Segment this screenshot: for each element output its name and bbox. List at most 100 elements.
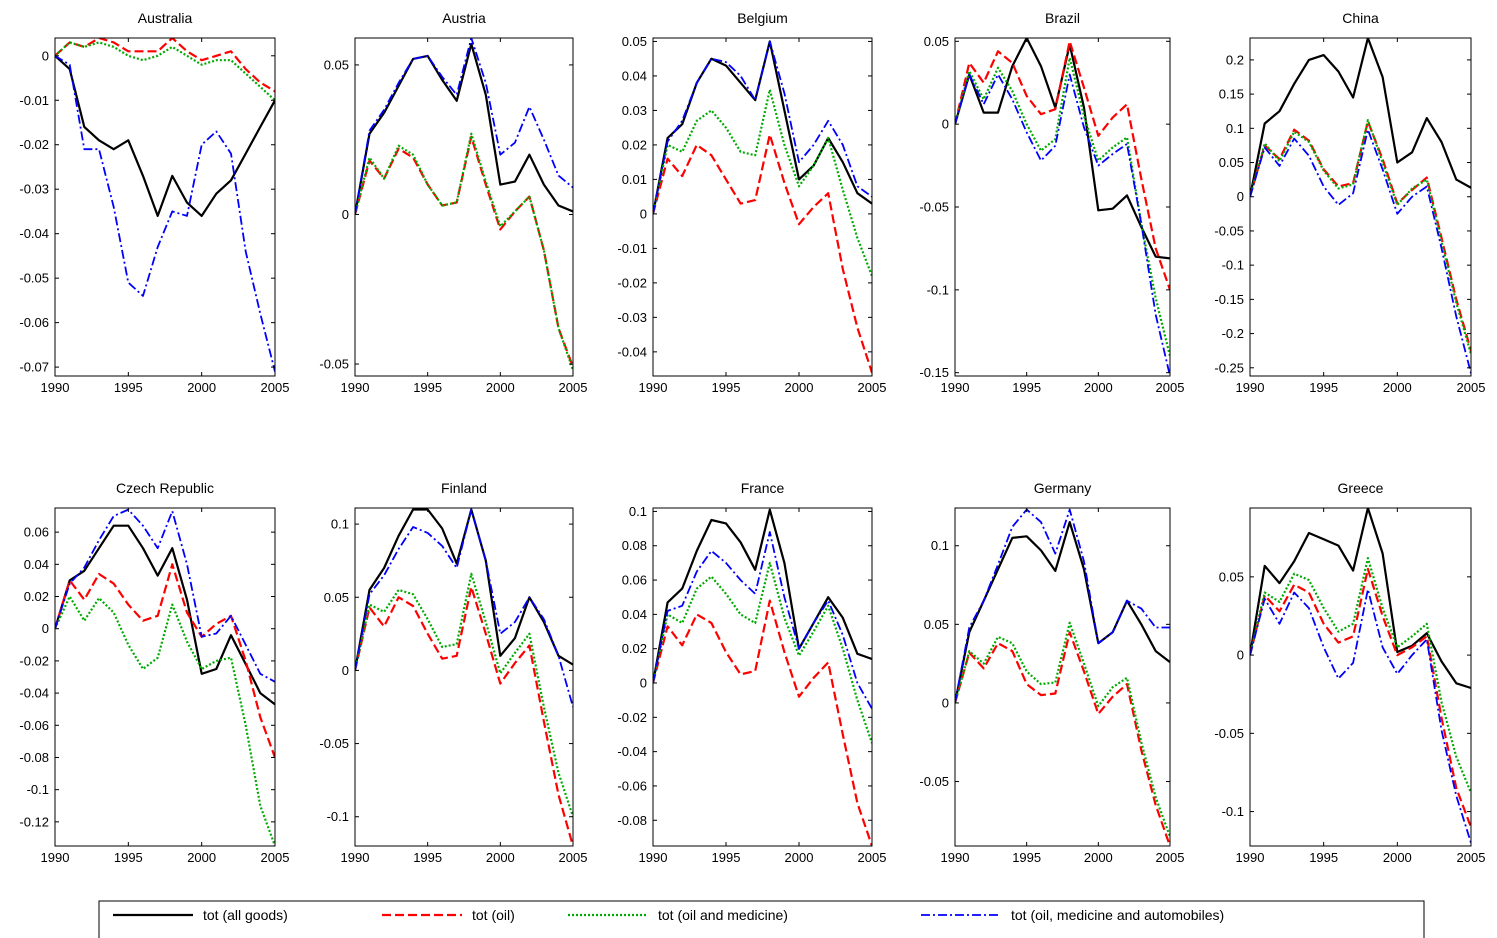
series-line-auto	[653, 531, 872, 710]
series-line-auto	[55, 508, 275, 683]
series-group	[955, 508, 1170, 846]
series-line-auto	[653, 40, 872, 215]
legend-label: tot (oil and medicine)	[658, 907, 788, 923]
panel-brazil: 1990 1995 2000 2005 0.05 0 -0.05 -0.1 -0.15 Brazi…	[919, 10, 1184, 395]
y-tick-label: -0.02	[19, 137, 49, 152]
series-line-all	[55, 524, 275, 706]
series-line-med	[955, 56, 1170, 357]
series-line-oil	[1250, 567, 1471, 828]
y-tick-label: 0	[342, 207, 349, 222]
y-tick-label: 0.02	[24, 589, 49, 604]
series-group	[1250, 38, 1471, 374]
x-tick-label: 1995	[1012, 380, 1041, 395]
y-tick-label: 0	[640, 676, 647, 691]
axes-frame	[1249, 37, 1472, 377]
y-tick-label: 0.04	[622, 607, 647, 622]
x-tick-label: 2005	[1156, 380, 1185, 395]
legend-item-all: tot (all goods)	[113, 907, 288, 923]
y-tick-label: -0.2	[1222, 326, 1244, 341]
x-tick-label: 2000	[1084, 850, 1113, 865]
series-line-oil	[55, 563, 275, 758]
y-tick-label: -0.05	[1214, 726, 1244, 741]
x-tick-label: 2005	[261, 850, 290, 865]
x-tick-label: 1990	[941, 850, 970, 865]
y-tick-label: 0.04	[24, 557, 49, 572]
series-line-oil	[955, 40, 1170, 291]
x-tick-label: 2005	[1156, 850, 1185, 865]
y-tick-label: -0.08	[617, 813, 647, 828]
y-tick-label: 0.01	[622, 172, 647, 187]
y-tick-label: 0	[640, 206, 647, 221]
x-tick-label: 2000	[1383, 380, 1412, 395]
series-line-all	[653, 40, 872, 215]
y-tick-label: 0.02	[622, 137, 647, 152]
legend-label: tot (oil, medicine and automobiles)	[1011, 907, 1224, 923]
series-group	[355, 38, 573, 371]
y-tick-label: 0.05	[324, 57, 349, 72]
x-tick-label: 1990	[341, 380, 370, 395]
y-tick-label: 0.05	[1219, 569, 1244, 584]
series-line-med	[1250, 556, 1471, 794]
y-tick-label: 0	[42, 48, 49, 63]
x-tick-label: 2000	[486, 380, 515, 395]
y-tick-label: -0.02	[19, 653, 49, 668]
panel-title: Brazil	[1045, 10, 1080, 26]
x-tick-label: 1990	[639, 380, 668, 395]
legend-label: tot (oil)	[472, 907, 515, 923]
y-tick-label: 0.1	[629, 504, 647, 519]
series-line-med	[1250, 118, 1471, 355]
y-tick-label: -0.02	[617, 710, 647, 725]
axes-frame	[54, 507, 276, 847]
series-line-auto	[955, 73, 1170, 376]
y-tick-label: 0.06	[622, 573, 647, 588]
axes-frame	[1249, 507, 1472, 847]
y-tick-label: -0.05	[919, 774, 949, 789]
x-tick-label: 2005	[858, 380, 887, 395]
series-line-all	[355, 508, 573, 671]
panel-china: 1990 1995 2000 2005 0.2 0.15 0.1 0.05 0 -0.05 -0.1…	[1214, 10, 1485, 395]
series-group	[55, 38, 275, 372]
y-tick-label: -0.05	[1214, 223, 1244, 238]
y-tick-label: -0.15	[919, 365, 949, 380]
y-tick-label: 0	[942, 695, 949, 710]
panel-finland: 1990 1995 2000 2005 0.1 0.05 0 -0.05 -0.1 Finland	[319, 480, 587, 865]
legend: tot (all goods) tot (oil) tot (oil and med…	[98, 900, 1425, 938]
panel-title: Germany	[1034, 480, 1092, 496]
x-tick-label: 2000	[785, 380, 814, 395]
x-tick-label: 1995	[712, 380, 741, 395]
y-tick-label: 0	[942, 117, 949, 132]
panel-australia: 1990 1995 2000 2005 0 -0.01 -0.02 -0.03 -0.04 -0.…	[19, 10, 289, 395]
x-tick-label: 2005	[261, 380, 290, 395]
axes-frame	[652, 37, 873, 377]
panel-title: France	[741, 480, 785, 496]
series-line-auto	[955, 508, 1170, 704]
axes-frame	[652, 507, 873, 847]
series-line-auto	[1250, 128, 1471, 374]
axes-frame	[54, 37, 276, 377]
y-tick-label: 0.05	[924, 34, 949, 49]
y-tick-label: 0.1	[1226, 121, 1244, 136]
x-tick-label: 2005	[1457, 380, 1486, 395]
y-tick-label: -0.25	[1214, 360, 1244, 375]
legend-item-auto: tot (oil, medicine and automobiles)	[921, 907, 1224, 923]
legend-item-med: tot (oil and medicine)	[568, 907, 788, 923]
x-tick-label: 1990	[1236, 380, 1265, 395]
legend-label: tot (all goods)	[203, 907, 288, 923]
panel-austria: 1990 1995 2000 2005 0.05 0 -0.05 Austria	[319, 10, 587, 395]
panel-greece: 1990 1995 2000 2005 0.05 0 -0.05 -0.1 Greece	[1214, 480, 1485, 865]
axes-frame	[354, 37, 574, 377]
y-tick-label: -0.05	[19, 271, 49, 286]
y-tick-label: 0.03	[622, 103, 647, 118]
series-line-med	[653, 88, 872, 277]
y-tick-label: 0.08	[622, 538, 647, 553]
y-tick-label: -0.03	[19, 182, 49, 197]
y-tick-label: 0	[1237, 648, 1244, 663]
panel-title: Australia	[138, 10, 193, 26]
y-tick-label: 0	[1237, 189, 1244, 204]
y-tick-label: 0.02	[622, 641, 647, 656]
panel-france: 1990 1995 2000 2005 0.1 0.08 0.06 0.04 0.02 0 -0.0…	[617, 480, 886, 865]
y-tick-label: -0.04	[617, 744, 647, 759]
series-group	[1250, 508, 1471, 844]
x-tick-label: 1990	[941, 380, 970, 395]
